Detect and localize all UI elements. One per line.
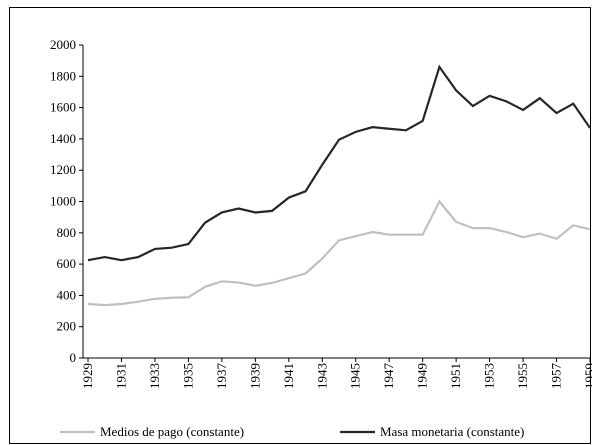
x-tick-label: 1931 xyxy=(113,363,128,389)
y-tick-label: 600 xyxy=(57,256,77,271)
y-tick-label: 800 xyxy=(57,225,77,240)
y-tick-label: 400 xyxy=(57,287,77,302)
x-tick-label: 1937 xyxy=(214,363,229,390)
x-tick-label: 1929 xyxy=(80,363,95,389)
series-line xyxy=(87,64,591,262)
x-tick-label: 1943 xyxy=(314,363,329,389)
legend-label: Medios de pago (constante) xyxy=(100,424,244,439)
series-line xyxy=(87,199,591,307)
x-tick-label: 1939 xyxy=(247,363,262,389)
y-tick-label: 1400 xyxy=(50,131,76,146)
x-tick-label: 1941 xyxy=(281,363,296,389)
x-tick-label: 1949 xyxy=(415,363,430,389)
x-tick-label: 1959 xyxy=(582,363,592,389)
chart-frame xyxy=(9,7,591,444)
y-tick-label: 0 xyxy=(70,350,77,365)
legend-label: Masa monetaria (constante) xyxy=(380,424,524,439)
y-tick-label: 1800 xyxy=(50,68,76,83)
x-tick-label: 1957 xyxy=(549,363,564,390)
x-tick-label: 1933 xyxy=(147,363,162,389)
y-tick-label: 2000 xyxy=(50,37,76,52)
x-tick-label: 1935 xyxy=(180,363,195,389)
y-tick-label: 1600 xyxy=(50,100,76,115)
x-tick-label: 1947 xyxy=(381,363,396,390)
x-tick-label: 1953 xyxy=(482,363,497,389)
y-tick-label: 1000 xyxy=(50,194,76,209)
x-tick-label: 1945 xyxy=(348,363,363,389)
y-tick-label: 1200 xyxy=(50,162,76,177)
x-tick-label: 1951 xyxy=(448,363,463,389)
x-tick-label: 1955 xyxy=(515,363,530,389)
y-tick-label: 200 xyxy=(57,319,77,334)
